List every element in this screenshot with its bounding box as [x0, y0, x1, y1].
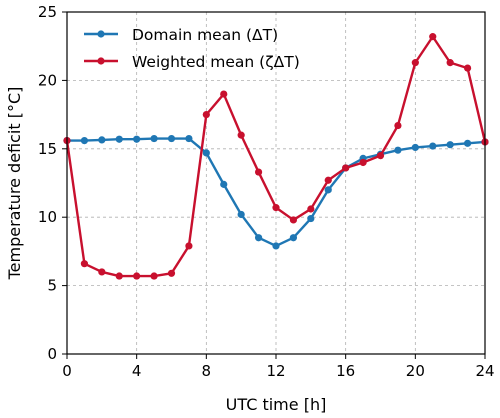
- y-axis-label: Temperature deficit [°C]: [5, 87, 24, 281]
- data-point: [185, 242, 193, 250]
- data-point: [254, 234, 263, 242]
- data-point: [167, 269, 176, 277]
- data-point: [411, 59, 419, 67]
- data-point: [254, 168, 263, 176]
- data-point: [115, 135, 123, 143]
- legend-marker-domain-mean: [97, 30, 105, 38]
- data-point: [446, 59, 454, 67]
- data-point: [324, 186, 332, 194]
- data-point: [394, 146, 402, 154]
- data-point: [202, 111, 210, 119]
- series-1: [63, 33, 489, 280]
- data-point: [237, 131, 245, 139]
- data-point: [289, 216, 298, 224]
- data-point: [307, 214, 315, 223]
- data-point: [80, 260, 89, 268]
- series-layer: [63, 33, 489, 280]
- data-point: [237, 210, 245, 219]
- legend-marker-weighted-mean: [97, 57, 105, 65]
- data-point: [80, 136, 89, 145]
- y-tick-label: 0: [47, 345, 57, 363]
- data-point: [342, 164, 350, 172]
- x-tick-label: 24: [475, 362, 494, 380]
- data-point: [272, 204, 280, 212]
- data-point: [324, 176, 332, 184]
- x-tick-label: 0: [62, 362, 72, 380]
- data-point: [446, 141, 454, 149]
- data-point: [411, 143, 419, 152]
- data-point: [115, 272, 123, 280]
- y-tick-label: 5: [47, 277, 57, 295]
- data-point: [98, 136, 106, 144]
- x-tick-label: 12: [266, 362, 285, 380]
- legend: Domain mean (ΔT) Weighted mean (ζΔT): [84, 26, 300, 71]
- x-tick-label: 20: [406, 362, 425, 380]
- data-point: [185, 134, 193, 143]
- x-tick-label: 4: [132, 362, 142, 380]
- data-point: [150, 272, 158, 280]
- y-tick-label: 15: [38, 140, 57, 158]
- y-tick-label: 25: [38, 3, 57, 21]
- data-point: [289, 234, 298, 242]
- data-point: [98, 268, 106, 276]
- data-point: [376, 152, 385, 160]
- data-point: [150, 134, 158, 143]
- y-tick-label: 20: [38, 71, 57, 89]
- data-point: [359, 158, 367, 167]
- data-point: [167, 134, 176, 143]
- y-tick-label: 10: [38, 208, 57, 226]
- data-point: [307, 205, 315, 213]
- axis-ticks: 0 4 8 12 16 20 24 0 5 10 15 20 25: [38, 3, 495, 380]
- data-point: [429, 33, 437, 41]
- legend-label-weighted-mean: Weighted mean (ζΔT): [132, 53, 300, 71]
- data-point: [133, 272, 141, 280]
- x-tick-label: 8: [202, 362, 212, 380]
- data-point: [429, 142, 437, 150]
- data-point: [272, 242, 280, 250]
- data-point: [133, 135, 141, 143]
- data-point: [220, 180, 228, 188]
- x-tick-label: 16: [336, 362, 355, 380]
- legend-label-domain-mean: Domain mean (ΔT): [132, 26, 278, 44]
- data-point: [463, 64, 472, 72]
- data-point: [220, 90, 228, 98]
- data-point: [202, 149, 210, 157]
- data-point: [463, 139, 472, 147]
- data-point: [394, 121, 402, 130]
- x-axis-label: UTC time [h]: [226, 395, 327, 414]
